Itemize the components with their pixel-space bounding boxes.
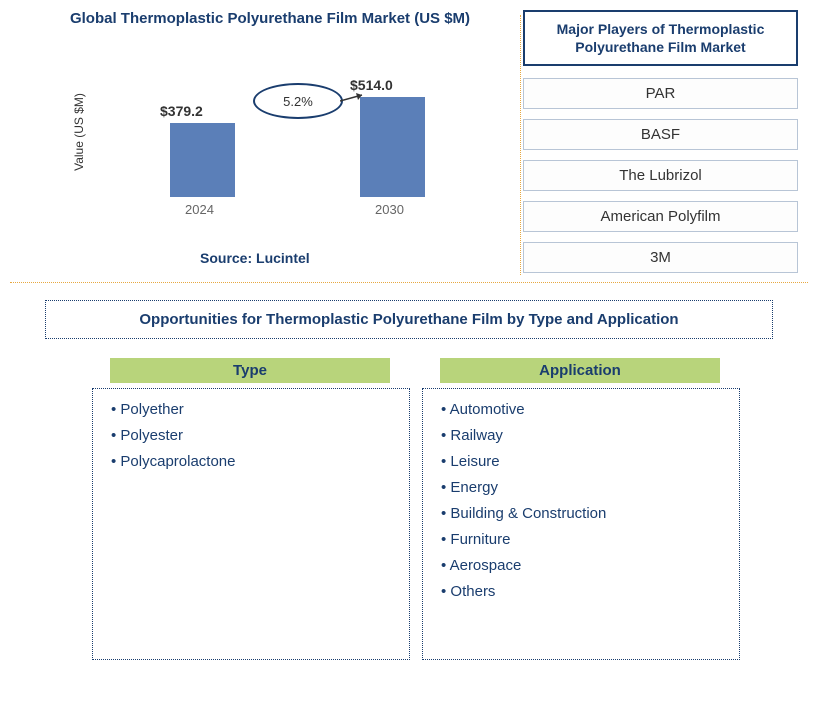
app-item: Others	[441, 583, 721, 600]
xlabel-2030: 2030	[375, 202, 404, 217]
bar-2030	[360, 97, 425, 197]
players-title: Major Players of Thermoplastic Polyureth…	[523, 10, 798, 66]
players-panel: Major Players of Thermoplastic Polyureth…	[523, 10, 798, 283]
chart-area: Value (US $M) $379.2 $514.0 2024 2030 5.…	[70, 47, 520, 217]
app-item: Energy	[441, 479, 721, 496]
value-label-2024: $379.2	[160, 103, 203, 119]
vertical-divider	[520, 15, 521, 275]
player-item: BASF	[523, 119, 798, 150]
horizontal-divider	[10, 282, 808, 283]
player-item: PAR	[523, 78, 798, 109]
app-item: Aerospace	[441, 557, 721, 574]
app-item: Automotive	[441, 401, 721, 418]
source-label: Source: Lucintel	[200, 250, 310, 266]
type-header: Type	[110, 358, 390, 383]
growth-rate-oval: 5.2%	[253, 83, 343, 119]
application-list: Automotive Railway Leisure Energy Buildi…	[422, 388, 740, 660]
arrow-icon	[340, 91, 370, 111]
player-item: American Polyfilm	[523, 201, 798, 232]
opportunities-title: Opportunities for Thermoplastic Polyuret…	[45, 300, 773, 339]
type-list: Polyether Polyester Polycaprolactone	[92, 388, 410, 660]
yaxis-label: Value (US $M)	[72, 93, 86, 171]
player-item: 3M	[523, 242, 798, 273]
type-item: Polyether	[111, 401, 391, 418]
type-item: Polycaprolactone	[111, 453, 391, 470]
bar-2024	[170, 123, 235, 197]
application-header: Application	[440, 358, 720, 383]
xlabel-2024: 2024	[185, 202, 214, 217]
market-chart: Global Thermoplastic Polyurethane Film M…	[20, 10, 520, 270]
app-item: Railway	[441, 427, 721, 444]
type-item: Polyester	[111, 427, 391, 444]
app-item: Building & Construction	[441, 505, 721, 522]
chart-title: Global Thermoplastic Polyurethane Film M…	[20, 10, 520, 27]
app-item: Leisure	[441, 453, 721, 470]
app-item: Furniture	[441, 531, 721, 548]
player-item: The Lubrizol	[523, 160, 798, 191]
